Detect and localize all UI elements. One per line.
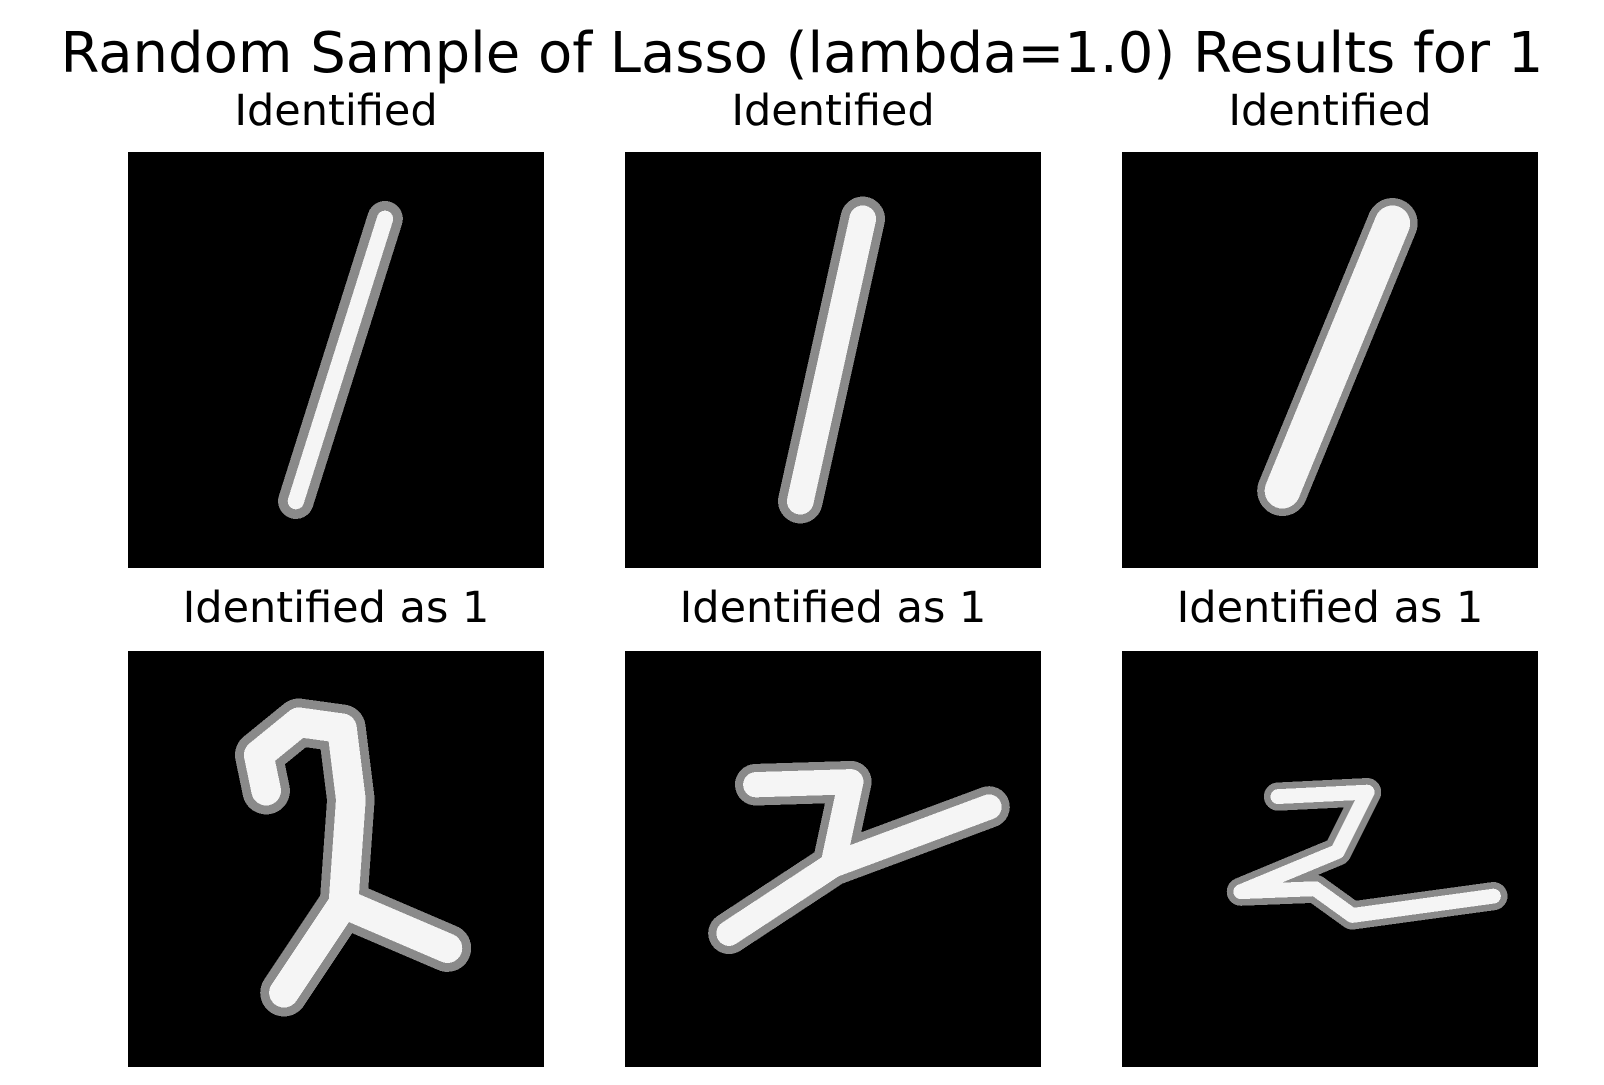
digit-two-icon — [128, 651, 544, 1067]
digit-one-icon — [1122, 152, 1538, 568]
panel-title: Identified — [731, 86, 935, 136]
digit-two-icon — [625, 651, 1041, 1067]
panel-title: Identified as 1 — [1176, 583, 1484, 633]
panel-title: Identified as 1 — [182, 583, 490, 633]
panel-title: Identified — [234, 86, 438, 136]
digit-one-icon — [128, 152, 544, 568]
figure-title: Random Sample of Lasso (lambda=1.0) Resu… — [60, 21, 1544, 86]
panel-title: Identified as 1 — [679, 583, 987, 633]
digit-two-icon — [1122, 651, 1538, 1067]
panel-title: Identified — [1228, 86, 1432, 136]
digit-one-icon — [625, 152, 1041, 568]
